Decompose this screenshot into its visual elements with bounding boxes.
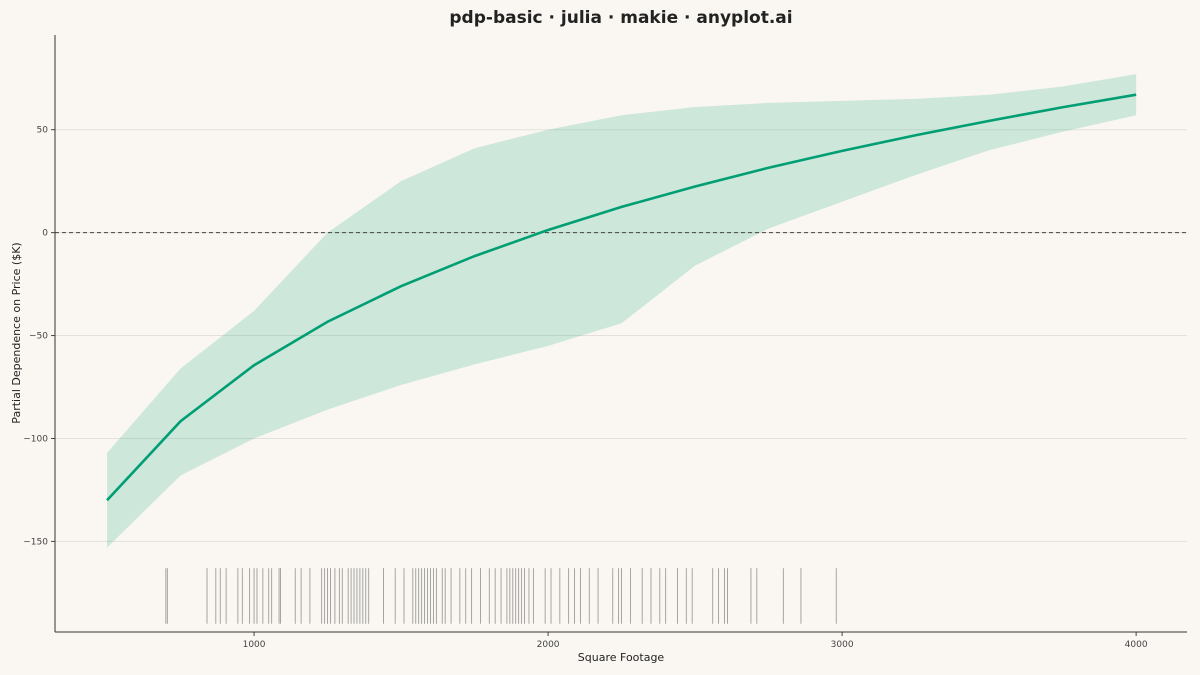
- x-tick-label: 1000: [243, 640, 266, 650]
- x-tick-label: 3000: [831, 640, 854, 650]
- pdp-line: [106, 93, 1137, 502]
- x-tick-label: 2000: [537, 640, 560, 650]
- y-tick-label: 50: [37, 126, 49, 136]
- x-tick-label: 4000: [1125, 640, 1148, 650]
- confidence-band: [107, 74, 1137, 548]
- y-tick-label: −150: [23, 537, 48, 547]
- y-tick-label: −50: [29, 332, 48, 342]
- y-axis-label: Partial Dependence on Price ($K): [10, 242, 23, 423]
- chart-title: pdp-basic · julia · makie · anyplot.ai: [449, 8, 792, 28]
- y-tick-label: 0: [42, 229, 48, 239]
- x-axis-label: Square Footage: [578, 651, 665, 664]
- y-tick-label: −100: [23, 434, 48, 444]
